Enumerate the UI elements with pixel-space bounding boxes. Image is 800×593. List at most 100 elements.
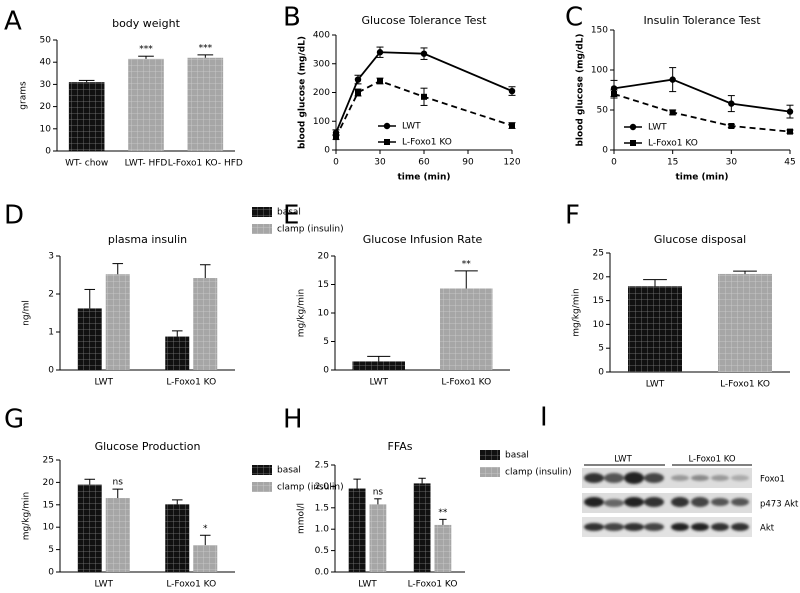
x-tick-label: 0: [611, 158, 617, 168]
legend-marker: [384, 139, 390, 145]
bar-texture: [187, 57, 224, 152]
error-bar: [374, 498, 382, 505]
chart-title: Glucose Infusion Rate: [363, 233, 483, 246]
legend-label: basal: [277, 208, 301, 218]
y-tick-label: 15: [318, 280, 329, 290]
bar-texture: [165, 504, 190, 572]
marker: [669, 109, 676, 116]
bar-texture: [718, 273, 772, 372]
marker: [786, 108, 794, 115]
legend-texture: [252, 207, 272, 217]
x-tick-label: LWT- HFD: [125, 159, 168, 169]
legend-label: L-Foxo1 KO: [648, 139, 698, 149]
y-tick-label: 300: [313, 59, 330, 69]
error-bar: [353, 478, 361, 489]
legend-label: clamp (insulin): [277, 483, 344, 493]
x-tick-label: 30: [374, 158, 386, 168]
chart-title: body weight: [112, 17, 180, 30]
y-tick-label: 50: [597, 106, 609, 116]
y-tick-label: 10: [593, 320, 605, 330]
panel: C Insulin Tolerance Test blood glucose (mg…: [565, 3, 796, 183]
legend-label: basal: [277, 466, 301, 476]
x-tick-label: L-Foxo1 KO: [720, 380, 770, 390]
bar-texture: [193, 278, 218, 370]
y-axis-label: mg/kg/min: [572, 288, 582, 336]
error-bar: [439, 518, 447, 525]
panel-letter: F: [565, 201, 580, 231]
y-tick-label: 40: [40, 58, 52, 68]
panel-letter: G: [4, 405, 24, 435]
x-tick-label: LWT: [369, 378, 388, 388]
y-tick-label: 25: [593, 249, 604, 259]
y-tick-label: 1: [48, 328, 54, 338]
x-tick-label: LWT: [646, 380, 665, 390]
y-tick-label: 0.0: [315, 568, 330, 578]
bar-texture: [440, 288, 493, 370]
x-tick-label: LWT: [358, 580, 377, 590]
bar-texture: [77, 308, 102, 370]
error-bar: [112, 263, 124, 275]
blot-band-label: Akt: [760, 524, 775, 534]
y-axis-label: blood glucose (mg/dL): [576, 33, 586, 146]
legend-texture: [252, 482, 272, 492]
legend-texture: [480, 450, 500, 460]
y-tick-label: 3: [48, 252, 54, 262]
bar-texture: [128, 58, 164, 152]
error-bar: [454, 270, 478, 289]
error-bar: [112, 488, 124, 499]
y-tick-label: 10: [40, 124, 52, 134]
error-bar: [643, 279, 667, 287]
marker: [421, 93, 427, 100]
panel: E Glucose Infusion Rate mg/kg/min 0 5 10 15 20 L…: [283, 201, 510, 388]
y-tick-label: 2: [48, 290, 54, 300]
panel-letter: H: [283, 405, 303, 435]
bar-texture: [434, 524, 452, 572]
y-tick-label: 0: [324, 146, 330, 156]
y-axis-label: mg/kg/min: [297, 289, 307, 337]
x-tick-label: 120: [503, 158, 520, 168]
legend-label: L-Foxo1 KO: [402, 138, 452, 148]
legend-label: LWT: [402, 122, 421, 132]
y-tick-label: 100: [313, 117, 330, 127]
y-tick-label: 15: [43, 500, 54, 510]
error-bar: [733, 270, 757, 274]
error-bar: [84, 478, 96, 485]
y-axis-label: ng/ml: [22, 300, 32, 326]
legend-marker: [629, 123, 637, 131]
panel: H FFAs mmol/l 0.0 0.5 1.0 1.5 2.0 2.5 LWT ns L-Foxo…: [283, 405, 572, 590]
x-tick-label: 30: [726, 158, 738, 168]
panel: F Glucose disposal mg/kg/min 0 5 10 15 20 25 LWT L…: [565, 201, 790, 390]
legend-marker: [630, 140, 636, 146]
y-tick-label: 5: [323, 337, 329, 347]
blot-strip: [582, 493, 752, 513]
marker: [354, 76, 362, 83]
y-tick-label: 400: [313, 31, 330, 41]
x-tick-label: 90: [462, 158, 474, 168]
marker: [509, 122, 515, 129]
blot-group-label: L-Foxo1 KO: [688, 455, 735, 465]
blot-strip: [582, 517, 752, 537]
y-axis-label: blood glucose (mg/dL): [298, 36, 308, 149]
annotation: ns: [113, 478, 124, 488]
legend-texture: [252, 224, 272, 234]
y-tick-label: 0: [45, 147, 51, 157]
panel: B Glucose Tolerance Test blood glucose (mg…: [283, 3, 521, 183]
bar-texture: [352, 361, 405, 370]
y-tick-label: 5: [598, 344, 604, 354]
x-tick-label: 60: [418, 158, 430, 168]
x-tick-label: L-Foxo1 KO: [166, 580, 216, 590]
annotation: *: [203, 524, 208, 534]
chart-title: Glucose disposal: [654, 233, 746, 246]
x-tick-label: 0: [333, 158, 339, 168]
annotation: **: [438, 508, 448, 518]
bar-texture: [628, 286, 682, 372]
marker: [355, 89, 361, 96]
annotation: ***: [199, 43, 213, 53]
x-tick-label: L-Foxo1 KO- HFD: [168, 159, 243, 169]
x-tick-label: LWT: [94, 378, 113, 388]
chart-title: Glucose Production: [95, 440, 201, 453]
y-tick-label: 150: [591, 26, 608, 36]
y-tick-label: 10: [43, 523, 55, 533]
panel-letter: D: [4, 201, 24, 231]
